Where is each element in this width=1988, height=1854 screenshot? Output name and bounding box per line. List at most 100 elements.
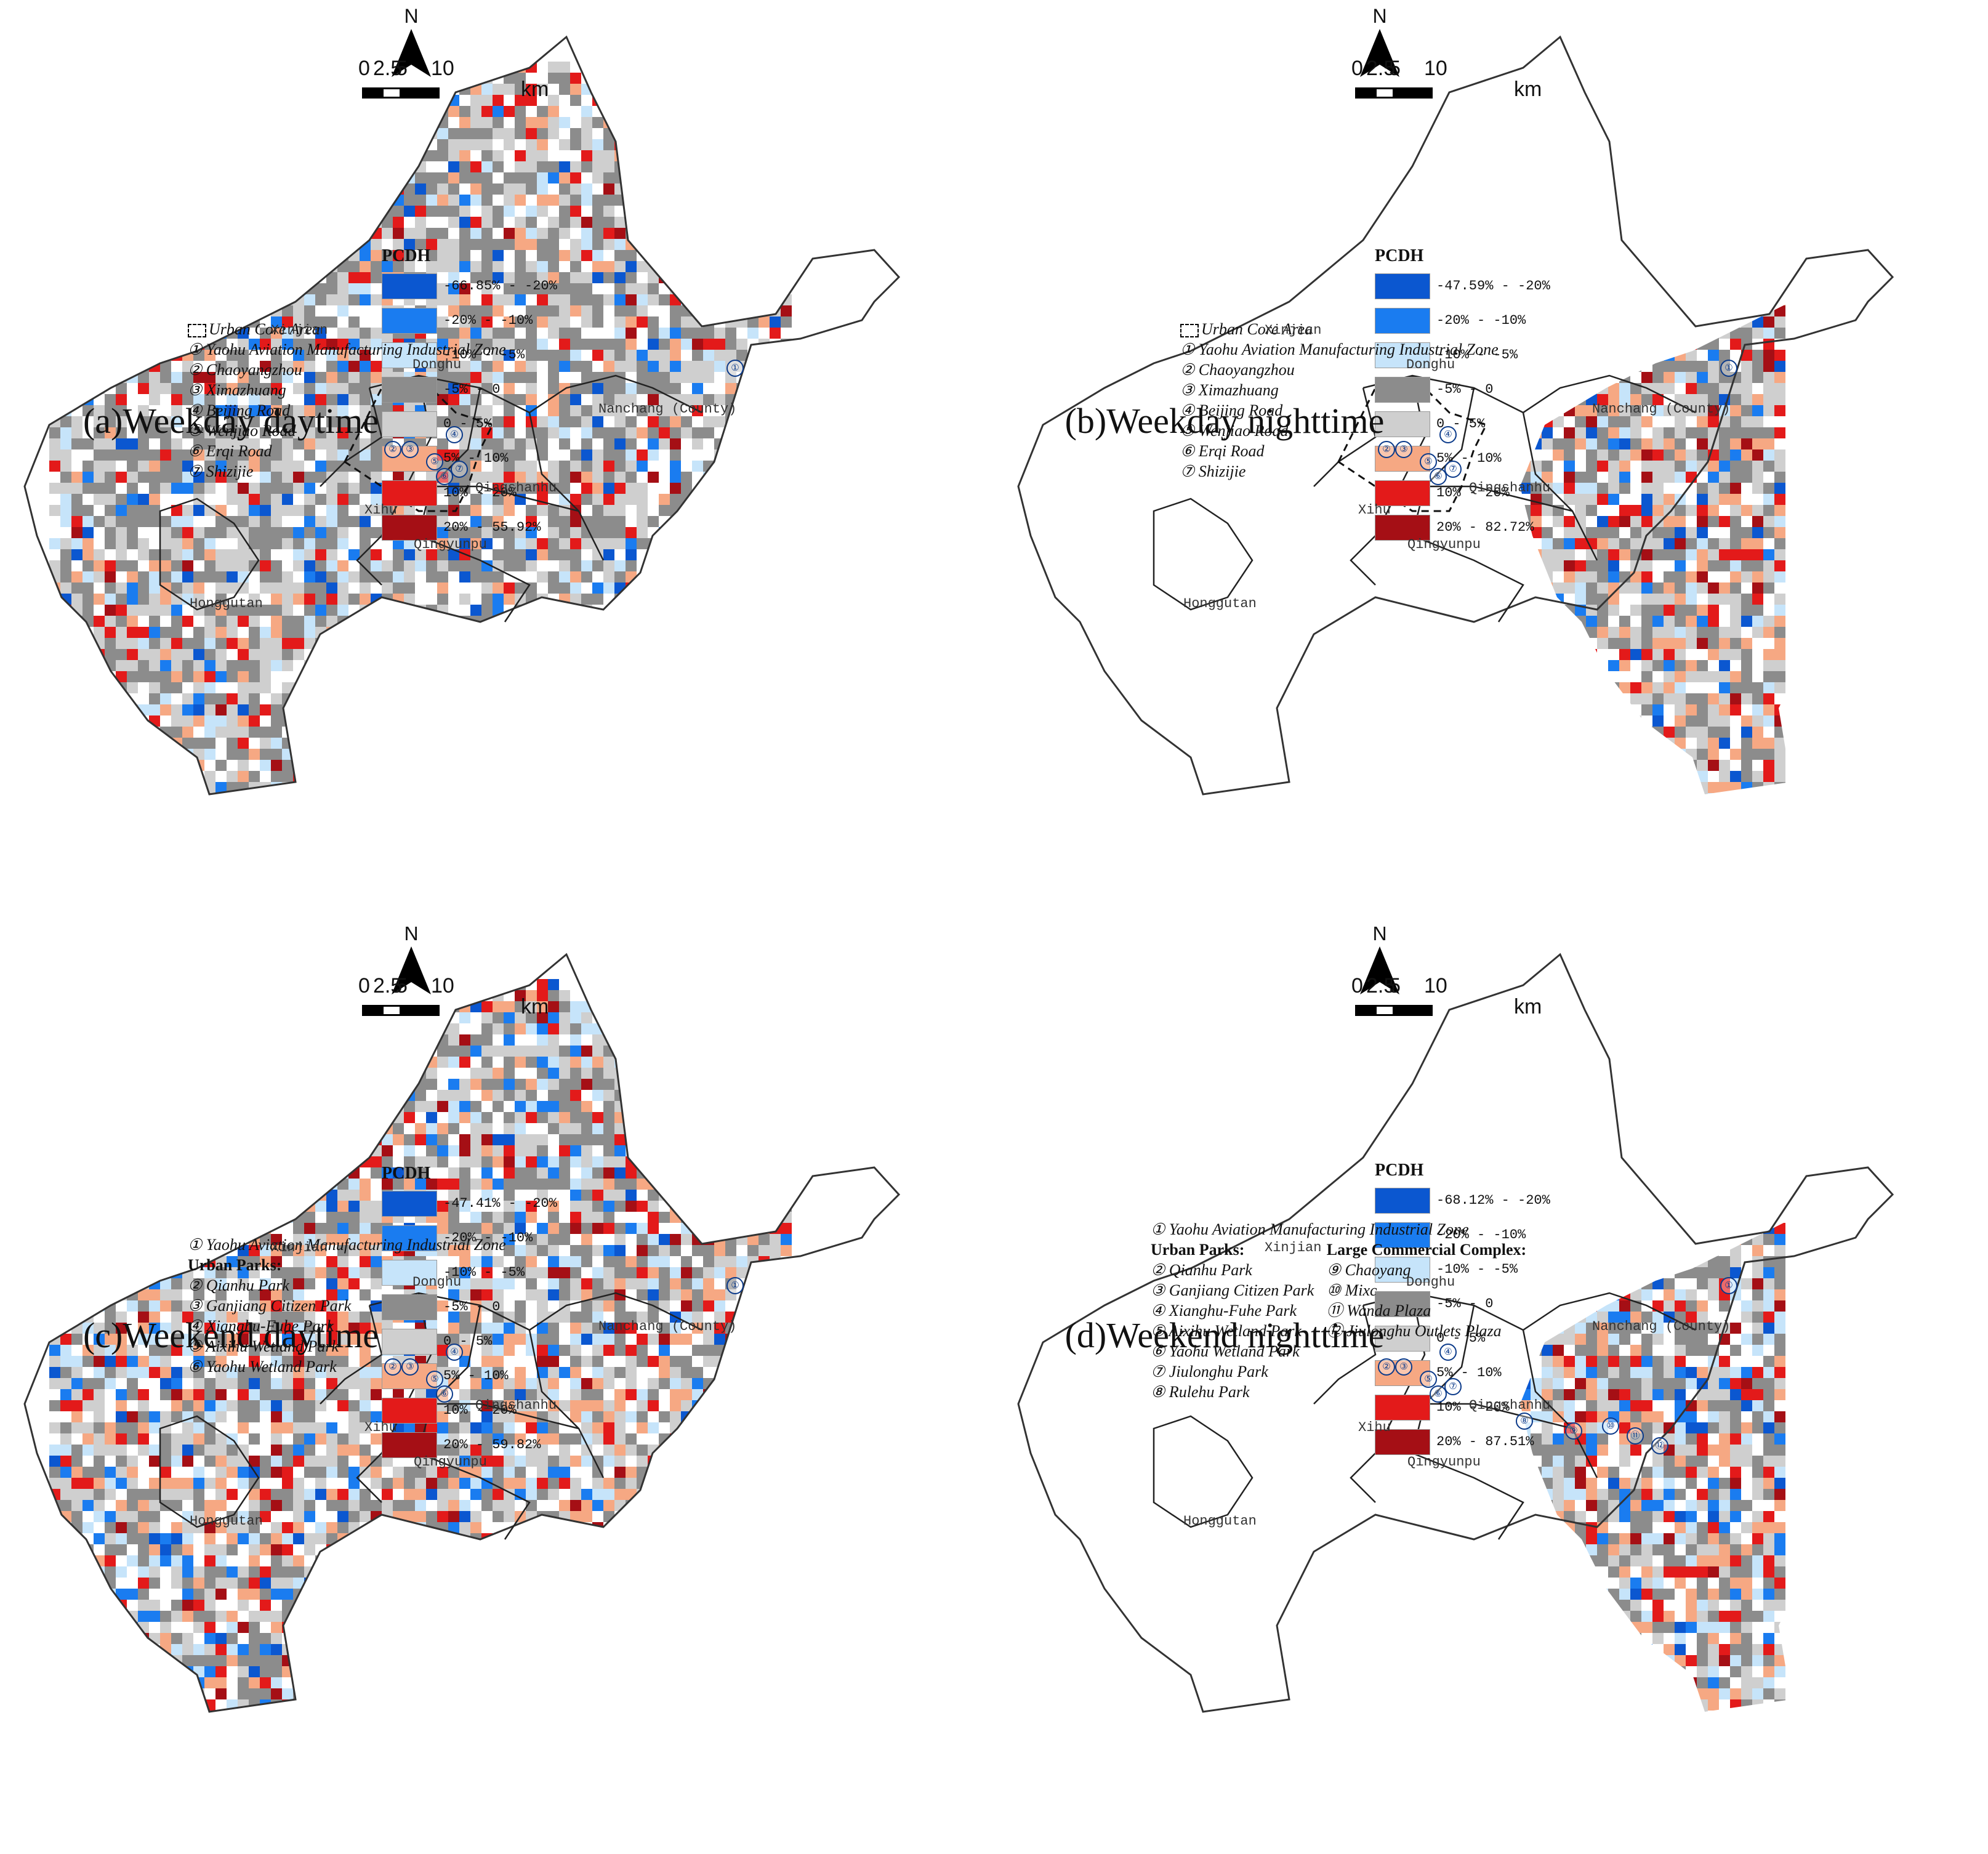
north-arrow: N — [387, 5, 436, 81]
pcdh-cell — [204, 527, 215, 538]
pcdh-cell — [1531, 150, 1542, 161]
pcdh-cell — [149, 183, 160, 195]
pcdh-cell — [570, 73, 581, 84]
pcdh-cell — [204, 483, 215, 494]
pcdh-cell — [725, 150, 736, 161]
pcdh-cell — [1276, 250, 1287, 261]
pcdh-cell — [105, 95, 116, 106]
pcdh-cell — [504, 128, 515, 139]
pcdh-cell — [315, 427, 326, 438]
pcdh-cell — [105, 283, 116, 294]
pcdh-cell — [592, 139, 603, 150]
pcdh-cell — [49, 250, 60, 261]
pcdh-cell — [437, 671, 448, 682]
pcdh-cell — [681, 328, 692, 339]
pcdh-cell — [293, 217, 304, 228]
pcdh-cell — [592, 483, 603, 494]
pcdh-cell — [337, 339, 348, 350]
pcdh-cell — [770, 283, 781, 294]
pcdh-cell — [1198, 161, 1209, 172]
pcdh-cell — [1630, 172, 1641, 183]
pcdh-cell — [215, 228, 227, 239]
pcdh-cell — [770, 261, 781, 272]
pcdh-cell — [570, 782, 581, 793]
pcdh-cell — [271, 516, 282, 527]
pcdh-cell — [537, 228, 548, 239]
pcdh-cell — [493, 372, 504, 383]
pcdh-cell — [1198, 150, 1209, 161]
pcdh-cell — [326, 693, 337, 704]
pcdh-cell — [459, 771, 470, 782]
pcdh-cell — [681, 793, 692, 794]
pcdh-cell — [1287, 217, 1298, 228]
pcdh-cell — [271, 195, 282, 206]
pcdh-cell — [348, 427, 360, 438]
pcdh-cell — [60, 106, 71, 117]
pcdh-cell — [249, 217, 260, 228]
pcdh-cell — [725, 350, 736, 361]
pcdh-cell — [60, 438, 71, 449]
pcdh-cell — [714, 394, 725, 405]
pcdh-cell — [1774, 195, 1785, 206]
pcdh-cell — [227, 73, 238, 84]
pcdh-cell — [260, 239, 271, 250]
pcdh-cell — [49, 217, 60, 228]
pcdh-cell — [481, 217, 493, 228]
pcdh-cell — [1686, 239, 1697, 250]
pcdh-cell — [1054, 172, 1065, 183]
pcdh-cell — [60, 272, 71, 283]
pcdh-cell — [714, 582, 725, 594]
pcdh-cell — [382, 150, 393, 161]
pcdh-cell — [1076, 84, 1087, 95]
pcdh-cell — [227, 704, 238, 715]
pcdh-cell — [382, 760, 393, 771]
pcdh-cell — [592, 549, 603, 560]
pcdh-cell — [138, 405, 149, 416]
pcdh-cell — [1121, 172, 1132, 183]
pcdh-cell — [82, 594, 94, 605]
pcdh-cell — [504, 449, 515, 461]
pcdh-cell — [637, 538, 648, 549]
pcdh-cell — [326, 505, 337, 516]
pcdh-cell — [1641, 228, 1652, 239]
pcdh-cell — [681, 516, 692, 527]
pcdh-cell — [648, 217, 659, 228]
pcdh-cell — [393, 472, 404, 483]
pcdh-cell — [1686, 128, 1697, 139]
pcdh-cell — [348, 494, 360, 505]
pcdh-cell — [182, 294, 193, 305]
pcdh-cell — [315, 405, 326, 416]
pcdh-cell — [592, 73, 603, 84]
pcdh-cell — [781, 228, 792, 239]
pcdh-cell — [770, 771, 781, 782]
pcdh-cell — [493, 361, 504, 372]
pcdh-cell — [437, 727, 448, 738]
pcdh-cell — [537, 782, 548, 793]
pcdh-cell — [1497, 228, 1508, 239]
pcdh-cell — [171, 372, 182, 383]
pcdh-cell — [138, 582, 149, 594]
pcdh-cell — [304, 704, 315, 715]
pcdh-cell — [71, 472, 82, 483]
pcdh-cell — [1564, 217, 1575, 228]
pcdh-cell — [648, 416, 659, 427]
pcdh-cell — [1763, 195, 1774, 206]
pcdh-cell — [648, 516, 659, 527]
pcdh-cell — [481, 305, 493, 316]
pcdh-cell — [271, 571, 282, 582]
pcdh-cell — [548, 195, 559, 206]
pcdh-cell — [770, 449, 781, 461]
pcdh-cell — [1453, 172, 1464, 183]
pcdh-cell — [360, 760, 371, 771]
pcdh-cell — [1353, 261, 1364, 272]
pcdh-cell — [293, 560, 304, 571]
pcdh-cell — [1508, 139, 1519, 150]
pcdh-cell — [49, 682, 60, 693]
pcdh-cell — [82, 150, 94, 161]
pcdh-cell — [94, 472, 105, 483]
pcdh-cell — [1353, 206, 1364, 217]
pcdh-cell — [770, 217, 781, 228]
pcdh-cell — [559, 527, 570, 538]
pcdh-cell — [759, 128, 770, 139]
pcdh-cell — [559, 560, 570, 571]
